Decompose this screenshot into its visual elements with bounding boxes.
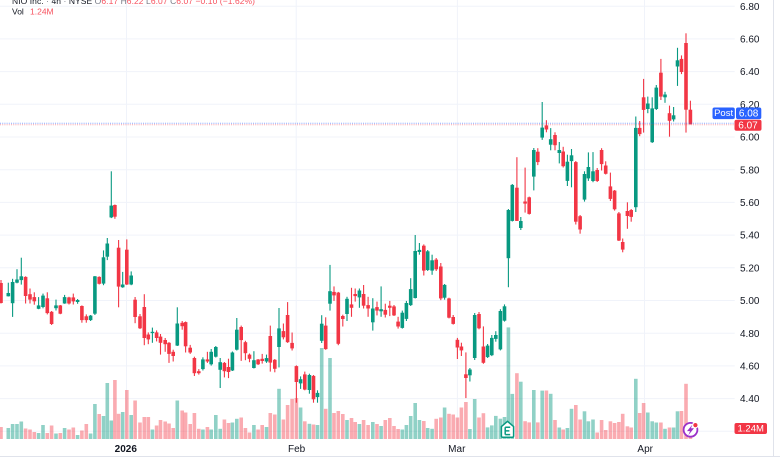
svg-text:6.60: 6.60: [740, 35, 760, 46]
svg-text:2026: 2026: [115, 444, 138, 455]
svg-text:1.24M: 1.24M: [737, 424, 763, 435]
svg-text:4.40: 4.40: [740, 394, 760, 405]
svg-text:NIO Inc. · 4h · NYSE O6.17 H6.: NIO Inc. · 4h · NYSE O6.17 H6.22 L6.07 C…: [12, 0, 255, 6]
svg-text:5.80: 5.80: [740, 165, 760, 176]
svg-text:5.60: 5.60: [740, 198, 760, 209]
svg-text:6.40: 6.40: [740, 67, 760, 78]
svg-text:6.20: 6.20: [740, 100, 760, 111]
svg-text:5.40: 5.40: [740, 231, 760, 242]
svg-text:Post: Post: [714, 108, 733, 119]
svg-text:4.80: 4.80: [740, 329, 760, 340]
svg-text:6.07: 6.07: [738, 121, 758, 132]
svg-text:1.24M: 1.24M: [30, 6, 54, 16]
svg-text:6.00: 6.00: [740, 133, 760, 144]
svg-text:6.80: 6.80: [740, 2, 760, 13]
svg-text:5.20: 5.20: [740, 263, 760, 274]
svg-text:Apr: Apr: [637, 444, 653, 455]
svg-text:Vol: Vol: [12, 6, 24, 16]
svg-text:Feb: Feb: [288, 444, 306, 455]
svg-text:4.60: 4.60: [740, 362, 760, 373]
svg-text:6.08: 6.08: [739, 108, 759, 119]
svg-text:Mar: Mar: [448, 444, 466, 455]
svg-text:5.00: 5.00: [740, 296, 760, 307]
